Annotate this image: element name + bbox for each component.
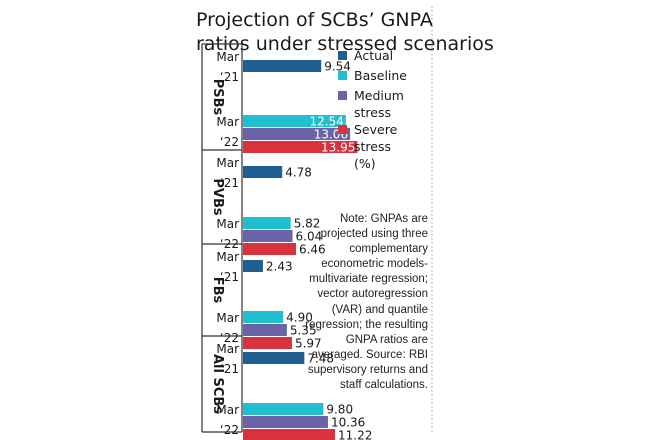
date-label-22: ‘22 — [220, 423, 239, 437]
data-label-psbs-actual: 9.54 — [324, 60, 351, 74]
bar-psbs-severe — [243, 141, 358, 153]
legend-label-severe: Severe — [354, 122, 398, 137]
legend-swatch-actual — [338, 51, 347, 60]
date-label-22: ‘22 — [220, 237, 239, 251]
data-label-all-scbs-baseline: 9.80 — [326, 403, 353, 417]
date-label-mar: Mar — [216, 311, 239, 325]
legend-label-medium: stress — [354, 105, 391, 120]
group-label-pvbs: PVBs — [210, 178, 225, 215]
legend-label-baseline: Baseline — [354, 68, 407, 83]
group-label-all-scbs: All SCBs — [210, 354, 225, 414]
legend-swatch-medium — [338, 91, 347, 100]
bar-pvbs-actual — [243, 166, 283, 178]
legend-swatch-baseline — [338, 71, 347, 80]
date-label-mar: Mar — [216, 342, 239, 356]
date-label-mar: Mar — [216, 115, 239, 129]
bar-all-scbs-baseline — [243, 403, 324, 415]
data-label-pvbs-medium: 6.04 — [296, 230, 323, 244]
date-label-mar: Mar — [216, 50, 239, 64]
bar-fbs-baseline — [243, 311, 284, 323]
data-label-all-scbs-actual: 7.48 — [307, 352, 334, 366]
date-label-21: ‘21 — [220, 176, 239, 190]
data-label-fbs-baseline: 4.90 — [286, 311, 313, 325]
date-label-mar: Mar — [216, 156, 239, 170]
legend-label-medium: Medium — [354, 88, 404, 103]
data-label-all-scbs-medium: 10.36 — [331, 416, 365, 430]
data-label-pvbs-actual: 4.78 — [285, 166, 312, 180]
chart-title-line-1: Projection of SCBs’ GNPA — [196, 9, 433, 31]
bar-pvbs-severe — [243, 243, 296, 255]
data-label-psbs-severe: 13.95 — [321, 141, 355, 155]
bar-fbs-severe — [243, 337, 292, 349]
data-label-psbs-baseline: 12.54 — [309, 115, 343, 129]
data-label-all-scbs-severe: 11.22 — [338, 429, 372, 440]
date-label-22: ‘22 — [220, 331, 239, 345]
group-label-fbs: FBs — [210, 277, 225, 304]
data-label-pvbs-severe: 6.46 — [299, 243, 326, 257]
bar-pvbs-medium — [243, 230, 293, 242]
bar-all-scbs-actual — [243, 352, 305, 364]
date-label-mar: Mar — [216, 403, 239, 417]
legend-swatch-severe — [338, 125, 347, 134]
bar-psbs-baseline — [243, 115, 346, 127]
date-label-21: ‘21 — [220, 70, 239, 84]
data-label-fbs-severe: 5.97 — [295, 337, 322, 351]
legend-label-actual: Actual — [354, 48, 393, 63]
chart-note: Note: GNPAs are projected using three co… — [305, 213, 428, 392]
date-label-mar: Mar — [216, 250, 239, 264]
chart-title-line-2: ratios under stressed scenarios — [196, 33, 494, 55]
bar-all-scbs-severe — [243, 429, 336, 440]
bar-pvbs-baseline — [243, 217, 291, 229]
date-label-mar: Mar — [216, 217, 239, 231]
bar-psbs-actual — [243, 60, 322, 72]
date-label-22: ‘22 — [220, 135, 239, 149]
bar-psbs-medium — [243, 128, 351, 140]
date-label-21: ‘21 — [220, 270, 239, 284]
legend-label-severe: stress — [354, 139, 391, 154]
data-label-fbs-medium: 5.35 — [290, 324, 317, 338]
bar-fbs-actual — [243, 260, 263, 272]
date-label-21: ‘21 — [220, 362, 239, 376]
group-label-psbs: PSBs — [210, 79, 225, 116]
bar-fbs-medium — [243, 324, 287, 336]
bar-all-scbs-medium — [243, 416, 328, 428]
data-label-fbs-actual: 2.43 — [266, 260, 293, 274]
legend-unit: (%) — [354, 156, 376, 171]
data-label-pvbs-baseline: 5.82 — [294, 217, 321, 231]
